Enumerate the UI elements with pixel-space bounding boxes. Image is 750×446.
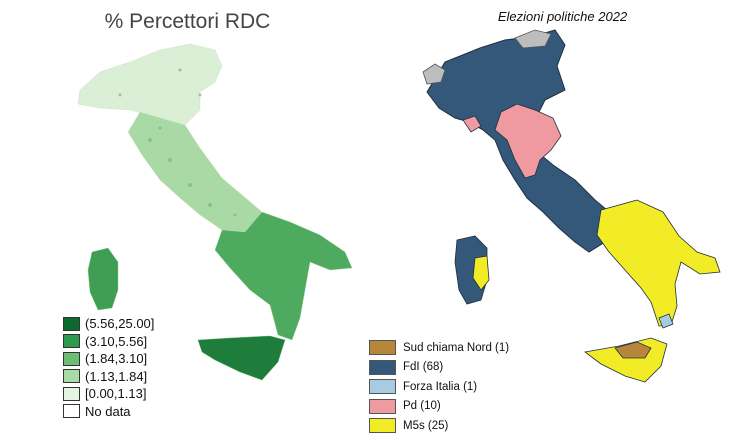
legend-item: (3.10,5.56] <box>63 333 154 351</box>
rdc-central-italy <box>127 111 263 233</box>
legend-item: (5.56,25.00] <box>63 315 154 333</box>
pd-liguria <box>462 115 482 133</box>
legend-item: [0.00,1.13] <box>63 385 154 403</box>
legend-item: M5s (25) <box>369 416 509 436</box>
election-map-panel: Elezioni politiche 2022 Sud chiama Nord … <box>369 0 750 446</box>
no-data-aosta <box>422 63 446 85</box>
legend-item: FdI (68) <box>369 358 509 378</box>
legend-item: Pd (10) <box>369 397 509 417</box>
rdc-map-panel: % Percettori RDC (5.56,25.00] (3.10,5.56… <box>63 10 353 420</box>
rdc-south-italy <box>214 211 353 341</box>
rdc-legend: (5.56,25.00] (3.10,5.56] (1.84,3.10] (1.… <box>63 315 154 420</box>
election-choropleth-map <box>422 29 721 383</box>
rdc-sicily <box>197 335 286 381</box>
pd-emilia-toscana <box>494 103 562 179</box>
m5s-south <box>596 199 721 327</box>
sud-chiama-nord-sicily <box>614 341 652 359</box>
rdc-sardinia <box>87 247 119 311</box>
election-map-title: Elezioni politiche 2022 <box>497 9 628 24</box>
rdc-choropleth-map <box>77 43 353 381</box>
legend-item: (1.84,3.10] <box>63 350 154 368</box>
rdc-texture <box>118 68 237 217</box>
forza-italia-calabria <box>658 313 674 329</box>
no-data-alto-adige <box>514 29 552 49</box>
legend-item: No data <box>63 403 154 421</box>
legend-item: (1.13,1.84] <box>63 368 154 386</box>
rdc-north-italy <box>77 43 223 126</box>
election-legend: Sud chiama Nord (1) FdI (68) Forza Itali… <box>369 338 509 436</box>
m5s-sardinia <box>472 255 490 291</box>
legend-item: Sud chiama Nord (1) <box>369 338 509 358</box>
rdc-map-title: % Percettori RDC <box>104 10 271 33</box>
legend-item: Forza Italia (1) <box>369 377 509 397</box>
